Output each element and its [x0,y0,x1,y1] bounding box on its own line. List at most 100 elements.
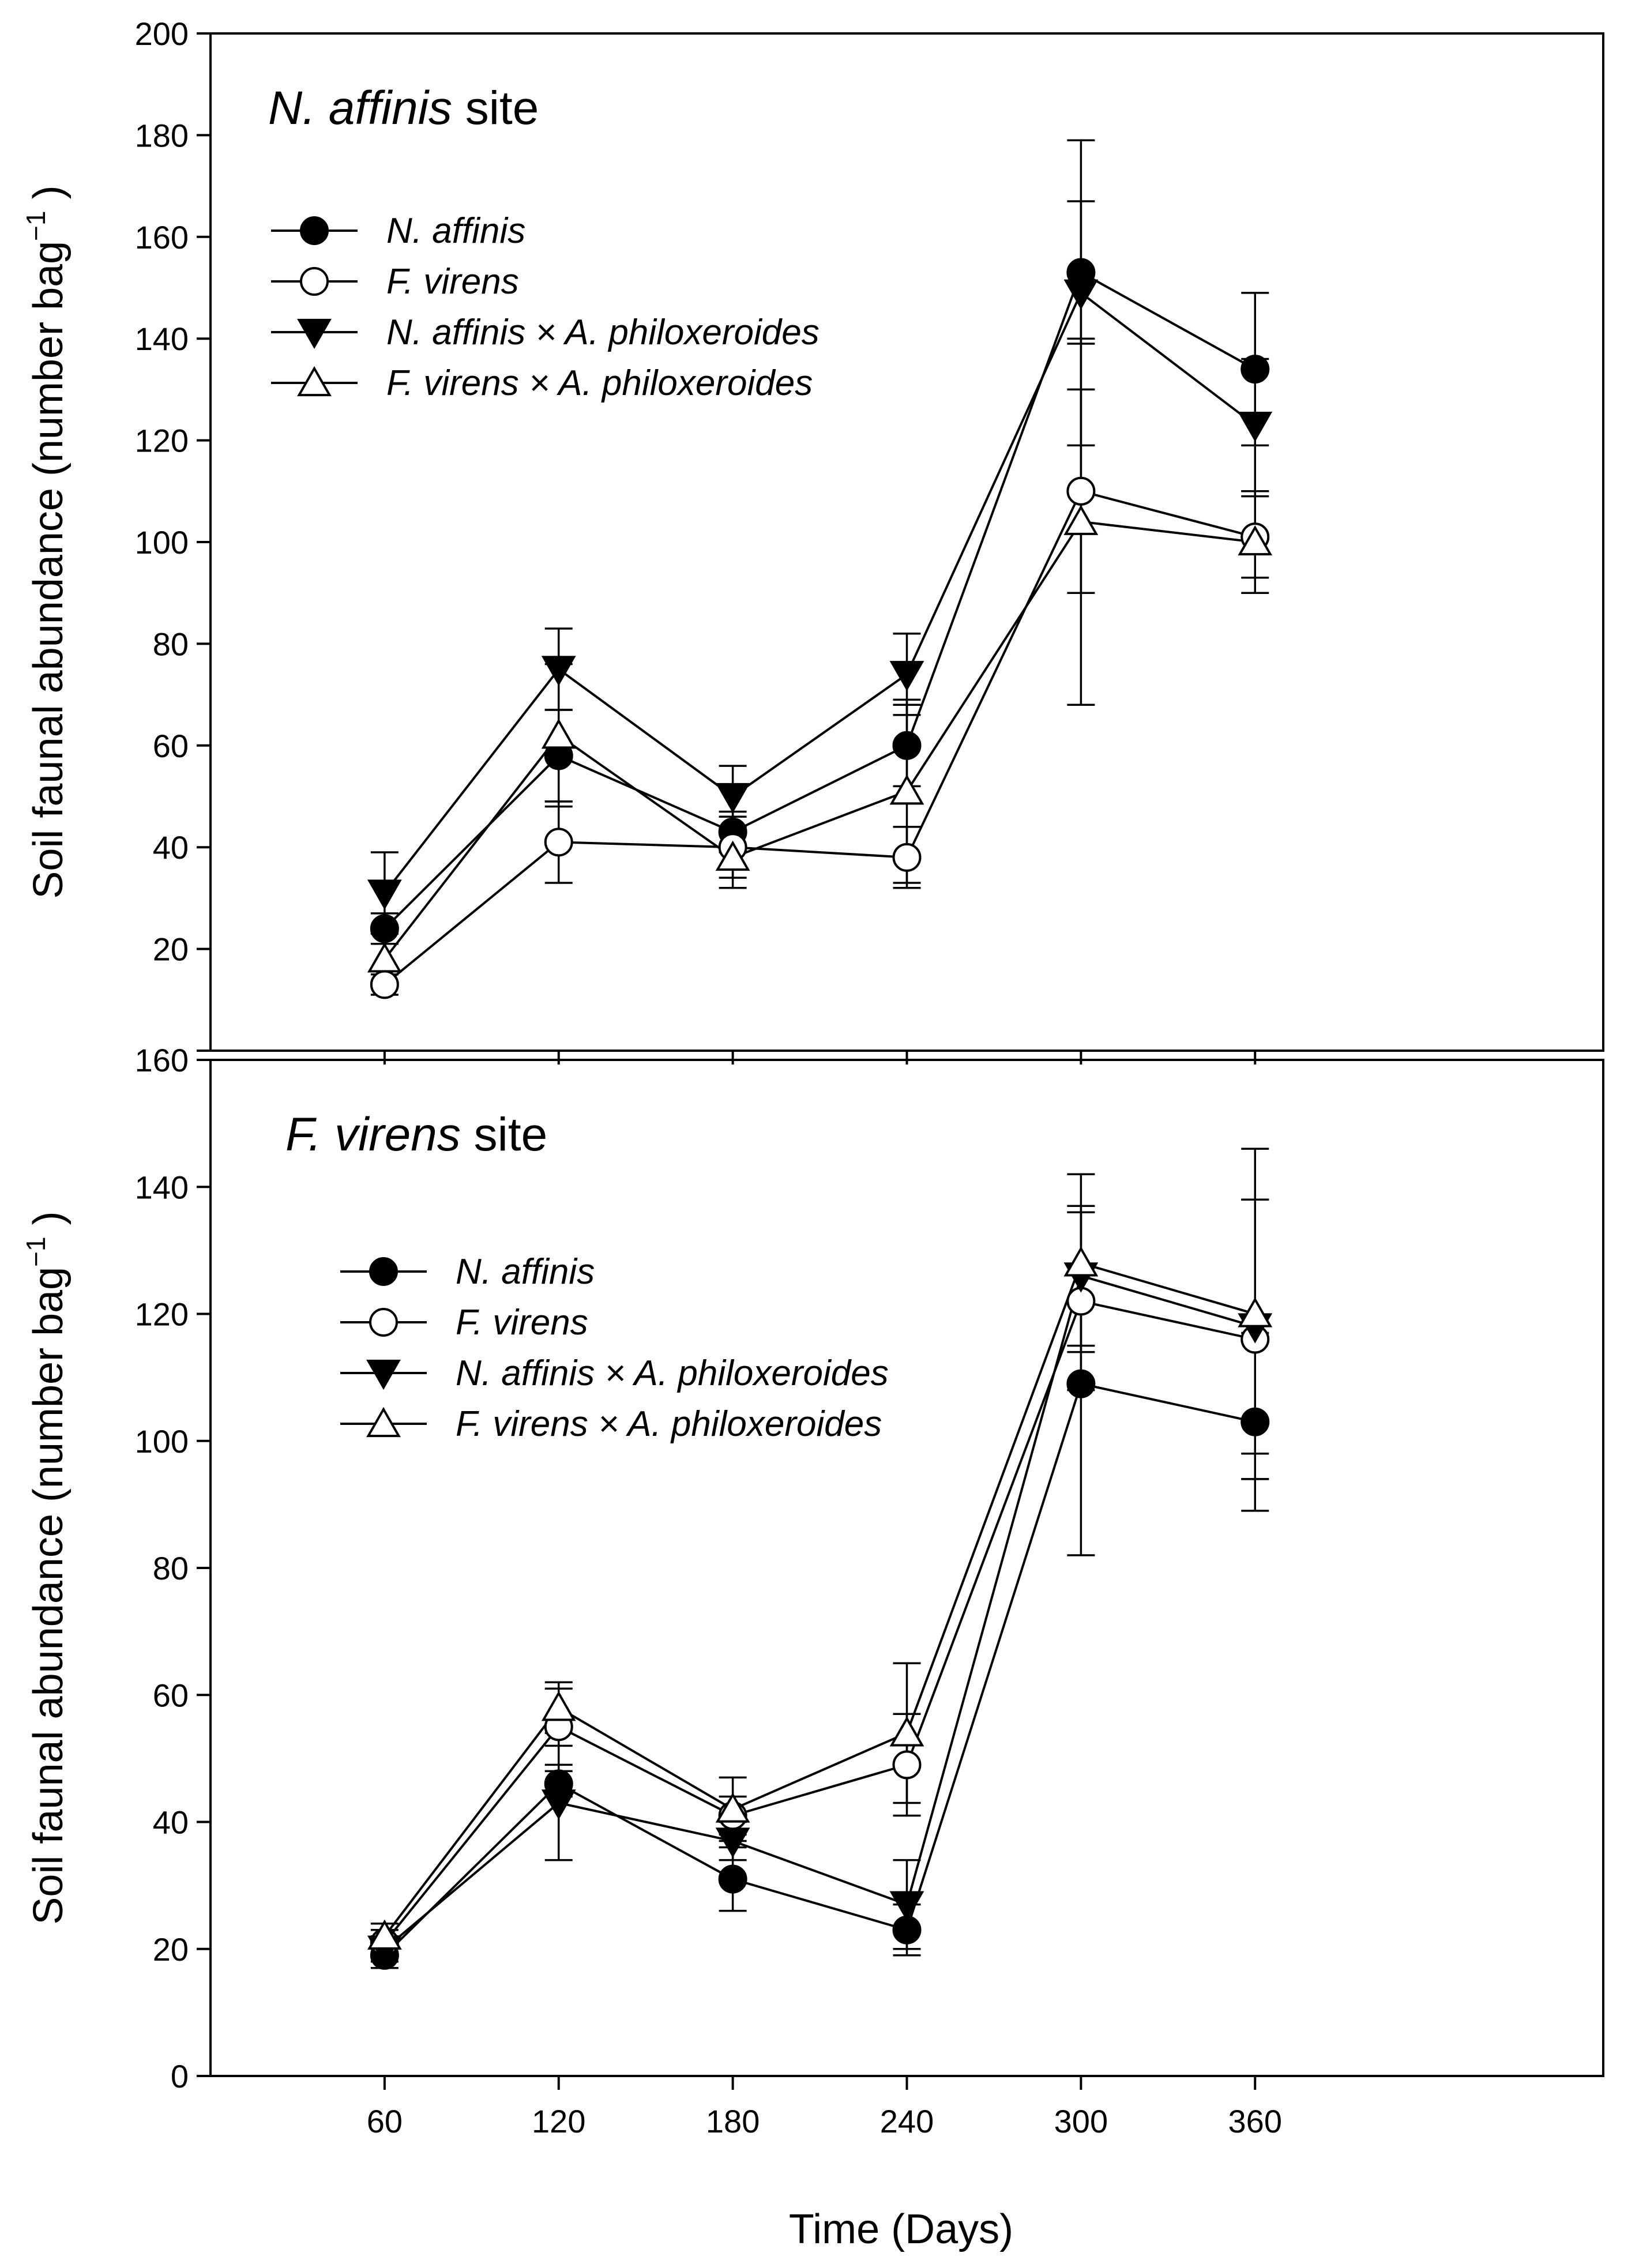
y-tick-label: 120 [135,423,189,459]
y-tick-label: 20 [153,931,189,968]
data-point [1063,1246,1099,1277]
y-tick-label: 0 [171,2058,189,2094]
x-tick-label: 180 [706,2103,760,2139]
legend-label: N. affinis [386,211,525,251]
legend-marker [297,366,332,397]
data-point [367,879,402,910]
series-markers-1 [370,1369,1270,1970]
y-tick-label: 40 [153,1804,189,1841]
data-point [370,914,399,943]
y-tick-label: 100 [135,1423,189,1460]
y-tick-label: 80 [153,1550,189,1586]
legend-label: F. virens [386,262,519,302]
legend-label: F. virens [456,1303,588,1342]
data-point [715,1827,750,1858]
legend-marker [366,1406,401,1438]
y-axis-title-main: Soil faunal abundance (number bag [25,241,72,899]
legend-label: N. affinis × A. philoxeroides [456,1353,889,1393]
data-point [715,1792,750,1823]
legend-marker [369,1257,398,1286]
data-point [889,774,924,805]
data-point [541,656,576,686]
series-line-4 [384,1261,1255,1937]
error-bars-series-3 [370,139,1269,935]
x-tick-label: 360 [1228,2103,1282,2139]
series-markers-3 [367,279,1273,910]
y-tick-label: 60 [153,728,189,764]
y-tick-label: 140 [135,1169,189,1205]
y-tick-label: 160 [135,219,189,255]
data-point [541,1691,576,1721]
legend-marker [297,318,332,349]
data-point [889,661,924,691]
y-tick-label: 80 [153,626,189,662]
y-tick-label: 40 [153,829,189,866]
plot-frame [209,32,1604,1052]
y-axis-title-close: ) [25,185,72,210]
y-axis-title: Soil faunal abundance (number bag−1 ) [21,185,72,898]
data-point [544,828,573,857]
series-line-1 [384,270,1256,930]
x-tick-label: 300 [1054,2103,1108,2139]
data-point [370,970,399,999]
y-tick-label: 180 [135,117,189,153]
panel-title-site: site [452,82,539,134]
series-markers-4 [367,505,1273,973]
series-line-2 [384,1300,1255,1943]
legend: N. affinis F. virens N. affinis × A. philo… [340,1252,889,1444]
data-point [715,840,750,871]
data-point [718,1864,747,1894]
series-markers-4 [367,1246,1273,1950]
y-tick-label: 140 [135,321,189,357]
panel-title: F. virens site [285,1108,547,1161]
panel-title-species: F. virens [285,1108,461,1161]
series-line-1 [384,1382,1255,1957]
series-markers-1 [370,258,1270,943]
legend-marker [369,1308,398,1337]
legend-label: F. virens × A. philoxeroides [386,363,813,403]
y-tick-label: 200 [135,16,189,52]
y-tick-label: 20 [153,1931,189,1968]
y-axis-title-superscript: −1 [21,210,51,240]
data-point [715,783,750,814]
x-tick-label: 60 [367,2103,403,2139]
x-axis-title: Time (Days) [789,2206,1013,2252]
data-point [541,719,576,749]
data-point [541,1789,576,1820]
panel-title: N. affinis site [268,82,539,134]
legend-marker [300,216,329,245]
y-tick-label: 100 [135,524,189,561]
x-tick-label: 120 [532,2103,585,2139]
series-line-3 [384,291,1256,894]
error-bars-series-2 [370,388,1269,996]
x-tick-label: 240 [880,2103,934,2139]
y-axis-title-superscript: −1 [21,1236,51,1266]
panel-title-species: N. affinis [268,82,452,134]
legend-label: F. virens × A. philoxeroides [456,1404,882,1444]
legend: N. affinis F. virens N. affinis × A. philo… [271,211,820,403]
data-point [1063,279,1099,310]
y-tick-label: 160 [135,1042,189,1078]
series-line-2 [384,490,1255,986]
data-point [889,1891,924,1921]
data-point [892,1750,922,1780]
data-point [1238,525,1273,556]
panel-title-site: site [461,1108,547,1161]
error-bars-series-4 [370,337,1269,986]
data-point [1063,505,1099,535]
y-axis-title-close: ) [25,1211,72,1236]
data-point [367,1919,402,1950]
data-point [367,942,402,973]
data-point [1066,1369,1096,1398]
data-point [1240,355,1270,384]
legend-marker [366,1359,401,1390]
y-axis-title: Soil faunal abundance (number bag−1 ) [21,1211,72,1924]
y-axis-title-main: Soil faunal abundance (number bag [25,1267,72,1925]
data-point [892,842,922,872]
data-point [889,1716,924,1747]
y-tick-label: 60 [153,1677,189,1713]
legend-label: N. affinis × A. philoxeroides [386,313,820,352]
panel-1: 20 40 60 80 100 120 140 160 180 200 Soil faunal ab… [21,16,1604,1065]
data-point [1066,476,1096,506]
data-point [1240,1407,1270,1436]
